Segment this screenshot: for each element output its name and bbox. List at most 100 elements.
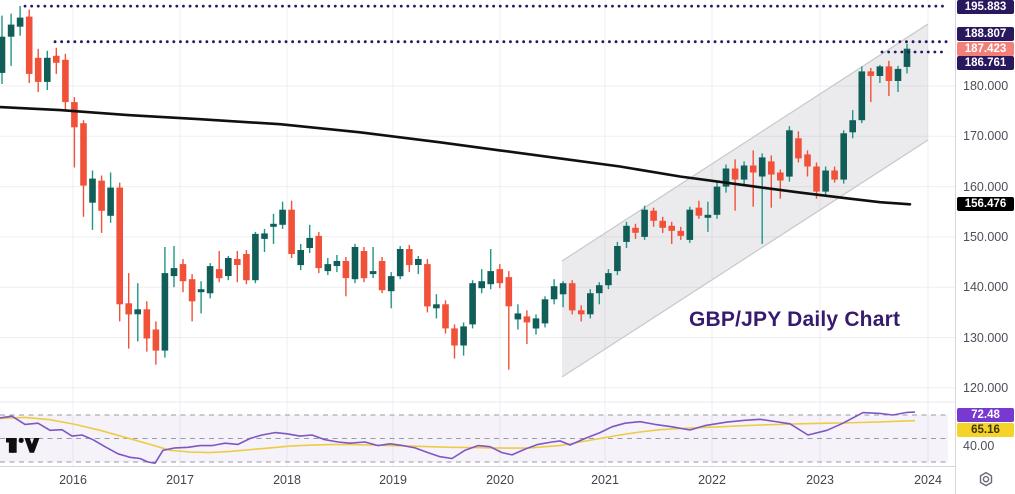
candle [342,261,350,279]
settings-gear-icon[interactable] [976,470,996,490]
time-axis-year-label: 2024 [914,473,942,487]
candle [768,161,775,175]
candle [587,293,594,315]
candle [777,172,784,181]
candle [451,328,458,346]
candle [704,214,712,218]
candle [568,283,576,311]
candle [188,279,196,302]
time-axis-year-label: 2022 [698,473,726,487]
candle [360,251,368,279]
candle [89,178,96,203]
candle [641,209,648,237]
candle [758,157,766,177]
candle [25,16,33,74]
candle [134,309,141,315]
price-chart-canvas[interactable] [0,0,955,466]
last-price-badge: 187.423 [957,41,1014,56]
price-tick-label: 170.000 [963,129,1009,144]
candle [270,223,277,227]
candle [225,258,232,277]
candle [722,168,730,187]
candle [71,102,78,128]
time-axis-year-label: 2021 [591,473,619,487]
candle [749,165,757,173]
time-axis[interactable]: 2016 2017 2018 2019 2020 2021 2022 2023 2024 [0,466,1015,494]
price-tick-label: 120.000 [963,380,1009,395]
candle [80,123,87,186]
candle [605,273,612,286]
candle [695,207,703,216]
candle [351,247,359,280]
candle [478,281,485,289]
candle [713,186,721,215]
time-axis-year-label: 2018 [273,473,301,487]
candle [469,283,476,325]
ma-value-badge: 156.476 [957,197,1014,212]
candle [234,259,241,265]
candle [261,233,268,239]
rsi-pane [0,411,948,465]
rsi-value-badge: 72.48 [957,408,1014,422]
candle [442,304,449,329]
price-level-badge: 186.761 [957,56,1014,71]
candle [822,170,829,192]
candle [487,271,494,285]
candle [170,268,178,277]
price-axis[interactable]: 180.000 170.000 160.000 150.000 140.000 130.0… [955,0,1015,466]
candle [252,233,259,281]
candle [297,250,304,266]
candle [107,187,114,216]
candle [152,329,160,351]
candle [677,230,685,236]
candle [143,309,151,339]
candle [44,57,51,82]
time-axis-year-label: 2016 [59,473,87,487]
candle [903,48,911,67]
candle [116,187,123,305]
candle [614,246,621,272]
candle [795,138,802,159]
candle [460,326,467,346]
candle [306,237,313,248]
candle [206,266,214,294]
candle [532,318,540,329]
rsi-smoothing-value-badge: 65.16 [957,423,1014,437]
candle [387,276,395,292]
candle [659,220,666,228]
candle [577,310,585,315]
candle [623,225,630,242]
price-level-badge: 188.807 [957,27,1014,42]
candle [523,316,531,323]
candle [0,36,6,73]
rsi-level-label: 40.00 [963,439,995,453]
candle [179,264,187,282]
tradingview-logo[interactable] [6,437,40,453]
candle [378,261,386,291]
candle [894,68,902,81]
candle [831,170,838,180]
candle [496,269,504,284]
time-axis-year-label: 2017 [166,473,194,487]
candle [53,55,60,63]
candle [125,303,132,315]
candle [514,313,522,320]
candle [315,235,322,269]
candle [424,264,431,307]
candle [813,166,820,192]
candle [559,283,567,295]
candle [415,259,422,265]
candle [16,17,24,27]
candle [550,286,558,300]
candle [161,273,169,351]
price-level-badge: 195.883 [957,0,1014,14]
candle [632,227,639,233]
price-level-dotted-lines [23,4,950,54]
candle [840,133,847,180]
candle [433,304,440,309]
time-axis-year-label: 2020 [486,473,514,487]
candle [731,168,739,180]
price-tick-label: 150.000 [963,229,1009,244]
candle [406,249,413,266]
rsi-line [0,411,916,465]
